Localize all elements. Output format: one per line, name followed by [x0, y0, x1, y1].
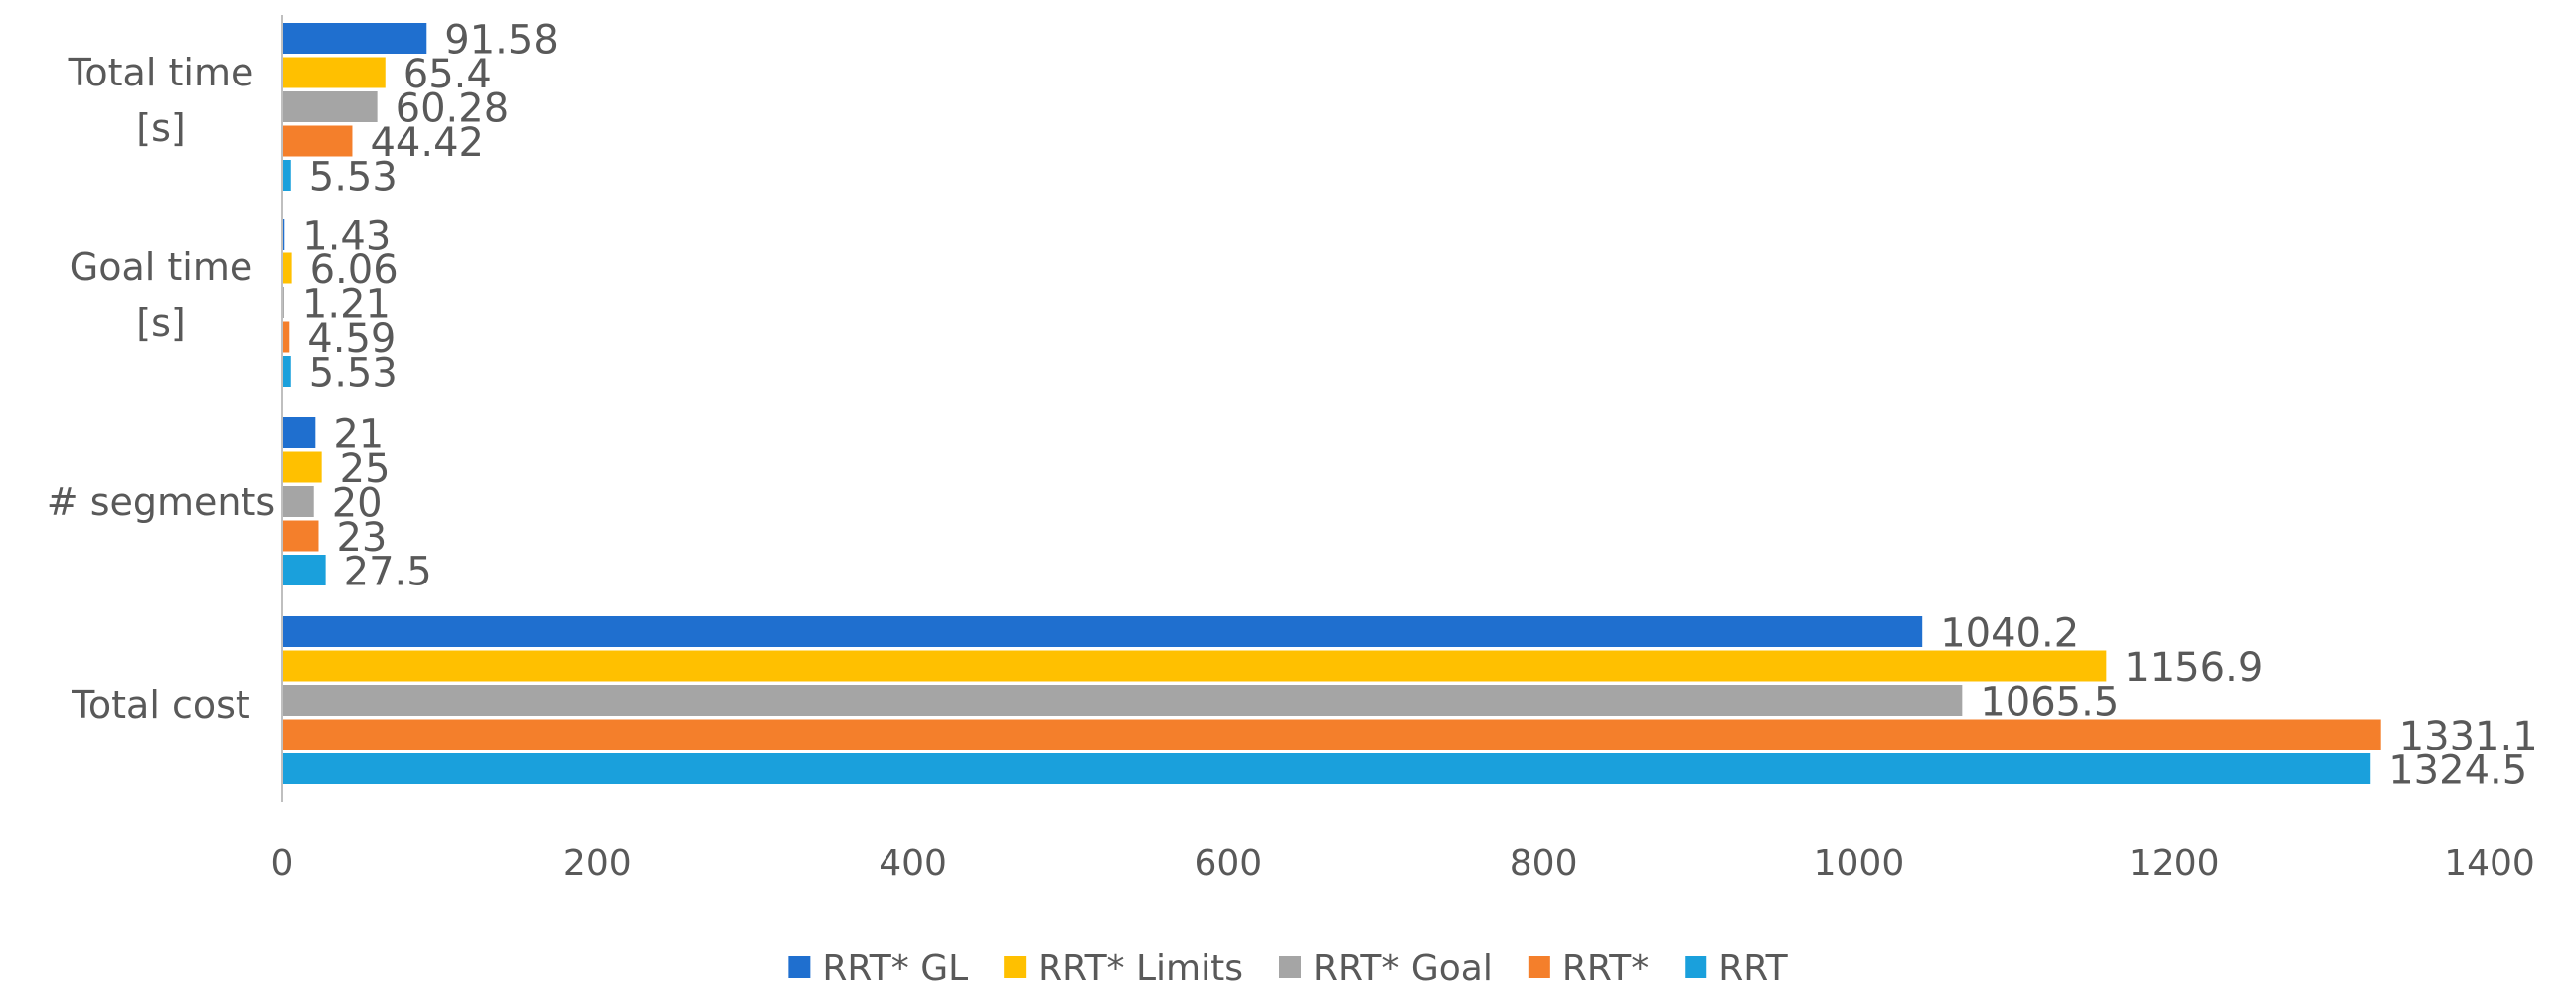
value-label-total-time-s-rrt: 5.53 [309, 155, 398, 201]
bar-total-time-s-rrt-gl [282, 23, 427, 54]
legend: RRT* GL RRT* Limits RRT* Goal RRT* RRT [788, 948, 1789, 989]
value-label-goal-time-s-rrt-goal: 1.21 [302, 282, 391, 328]
category-label-goal-time-s-line-1: Goal time [70, 246, 252, 289]
x-tick-label-1400: 1400 [2444, 843, 2535, 884]
bar-total-cost-rrt-limits [282, 650, 2107, 682]
value-label-segments-rrt-gl: 21 [333, 413, 384, 458]
bars-layer [282, 23, 2381, 784]
bar-goal-time-s-rrt [282, 356, 291, 387]
category-label-total-cost: Total cost [71, 683, 250, 727]
bar-goal-time-s-rrt-limits [282, 252, 292, 284]
category-label-total-time-s-line-1: Total time [68, 51, 254, 94]
x-tick-label-0: 0 [271, 843, 294, 884]
legend-swatch-rrt [1685, 956, 1707, 978]
value-label-segments-rrt: 23 [336, 515, 387, 561]
bar-total-time-s-rrt-limits [282, 57, 386, 88]
bar-goal-time-s-rrt [282, 321, 290, 353]
x-tick-label-600: 600 [1194, 843, 1262, 884]
bar-segments-rrt-goal [282, 486, 314, 517]
value-label-total-time-s-rrt-limits: 65.4 [403, 52, 492, 97]
bar-segments-rrt-gl [282, 417, 316, 448]
value-labels-layer: 91.5865.460.2844.425.531.436.061.214.595… [302, 18, 2538, 794]
bar-total-time-s-rrt [282, 125, 353, 157]
value-label-goal-time-s-rrt-gl: 1.43 [302, 214, 391, 259]
legend-label-rrt: RRT [1718, 948, 1788, 989]
value-label-goal-time-s-rrt: 5.53 [309, 351, 398, 397]
value-label-segments-rrt-goal: 20 [332, 481, 383, 527]
bar-goal-time-s-rrt-gl [282, 219, 285, 250]
category-label-total-time-s-line-2: [s] [136, 106, 185, 150]
legend-label-rrt-limits: RRT* Limits [1038, 948, 1243, 989]
bar-segments-rrt [282, 555, 326, 585]
legend-swatch-rrt-goal [1279, 956, 1301, 978]
bar-total-cost-rrt-gl [282, 616, 1923, 647]
value-label-total-time-s-rrt-gl: 91.58 [444, 18, 559, 64]
x-tick-label-1200: 1200 [2129, 843, 2220, 884]
bar-total-cost-rrt [282, 719, 2381, 750]
category-label-goal-time-s-line-2: [s] [136, 301, 185, 345]
value-label-goal-time-s-rrt: 4.59 [307, 316, 396, 362]
value-label-total-time-s-rrt-goal: 60.28 [396, 86, 510, 132]
x-tick-label-800: 800 [1510, 843, 1578, 884]
x-tick-label-1000: 1000 [1814, 843, 1905, 884]
bar-segments-rrt [282, 520, 319, 552]
value-label-total-time-s-rrt: 44.42 [370, 120, 484, 166]
value-label-total-cost-rrt-limits: 1156.9 [2124, 645, 2263, 691]
value-label-total-cost-rrt: 1331.1 [2399, 714, 2538, 759]
legend-label-rrt-gl: RRT* GL [822, 948, 968, 989]
category-label-segments: # segments [47, 480, 275, 524]
legend-swatch-rrt [1528, 956, 1550, 978]
legend-swatch-rrt-limits [1004, 956, 1027, 978]
bar-total-time-s-rrt-goal [282, 91, 378, 122]
bar-total-cost-rrt-goal [282, 685, 1963, 716]
legend-label-rrt: RRT* [1562, 948, 1649, 989]
x-axis-tick-labels: 0 200 400 600 800 1000 1200 1400 [271, 843, 2535, 884]
bar-total-cost-rrt [282, 753, 2371, 784]
bar-total-time-s-rrt [282, 160, 291, 191]
legend-swatch-rrt-gl [788, 956, 811, 978]
x-tick-label-200: 200 [564, 843, 632, 884]
value-label-total-cost-rrt-goal: 1065.5 [1980, 680, 2119, 726]
category-labels: Total time [s] Goal time [s] # segments Total… [47, 51, 275, 727]
x-tick-label-400: 400 [879, 843, 947, 884]
value-label-total-cost-rrt: 1324.5 [2388, 749, 2527, 794]
value-label-total-cost-rrt-gl: 1040.2 [1940, 611, 2079, 657]
legend-label-rrt-goal: RRT* Goal [1313, 948, 1493, 989]
bar-segments-rrt-limits [282, 451, 322, 483]
value-label-segments-rrt-limits: 25 [340, 446, 391, 492]
value-label-goal-time-s-rrt-limits: 6.06 [310, 248, 399, 293]
value-label-segments-rrt: 27.5 [344, 550, 432, 595]
